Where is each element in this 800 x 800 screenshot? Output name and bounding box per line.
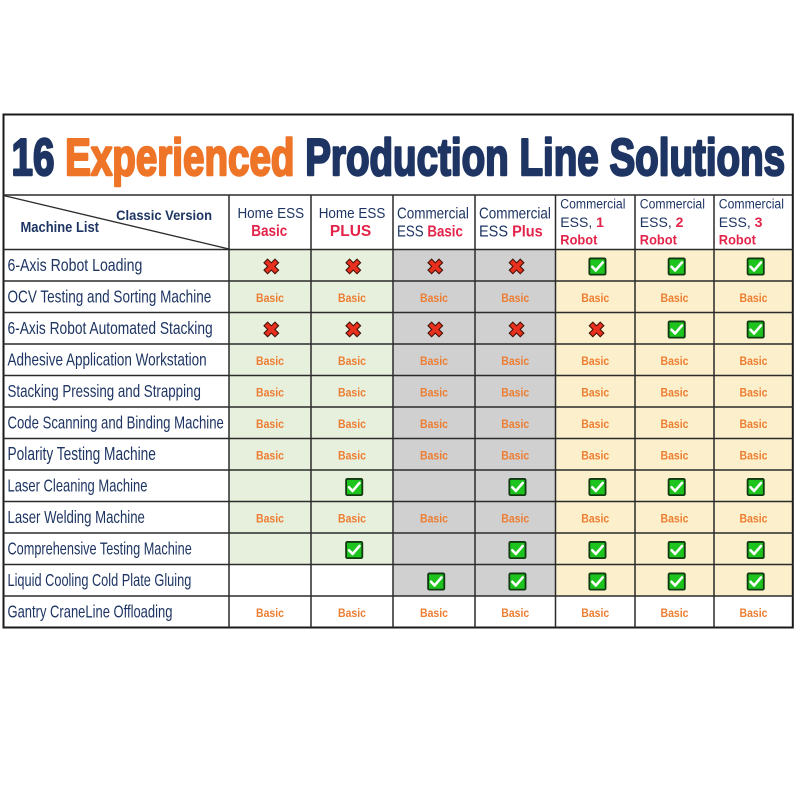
svg-text:Basic: Basic <box>338 355 367 368</box>
svg-text:Robot: Robot <box>560 232 598 248</box>
svg-text:Commercial: Commercial <box>560 196 625 212</box>
svg-text:Laser Cleaning Machine: Laser Cleaning Machine <box>8 477 148 497</box>
svg-text:Commercial: Commercial <box>479 206 551 223</box>
svg-text:Basic: Basic <box>661 292 690 305</box>
svg-text:Basic: Basic <box>581 450 610 463</box>
svg-text:Basic: Basic <box>256 418 285 431</box>
svg-text:Basic: Basic <box>581 387 610 400</box>
svg-text:Basic: Basic <box>581 292 610 305</box>
svg-text:Comprehensive Testing Machine: Comprehensive Testing Machine <box>8 539 192 559</box>
svg-text:Adhesive Application Workstati: Adhesive Application Workstation <box>8 351 207 370</box>
svg-text:Basic: Basic <box>338 513 367 526</box>
svg-text:Basic: Basic <box>256 450 285 463</box>
svg-text:Commercial: Commercial <box>719 196 784 212</box>
svg-text:Basic: Basic <box>256 355 285 368</box>
svg-text:6-Axis Robot Automated Stackin: 6-Axis Robot Automated Stacking <box>8 318 213 338</box>
svg-text:Laser Welding Machine: Laser Welding Machine <box>8 508 146 527</box>
svg-text:Stacking Pressing and Strappin: Stacking Pressing and Strapping <box>8 382 201 401</box>
svg-text:Basic: Basic <box>661 418 690 431</box>
svg-text:Basic: Basic <box>661 607 690 620</box>
svg-text:Commercial: Commercial <box>640 196 705 212</box>
svg-text:Basic: Basic <box>501 292 530 305</box>
svg-text:Robot: Robot <box>640 232 678 248</box>
svg-text:Basic: Basic <box>661 387 690 400</box>
svg-text:ESS, 2: ESS, 2 <box>640 214 684 230</box>
svg-text:Basic: Basic <box>256 607 285 620</box>
svg-text:Basic: Basic <box>581 355 610 368</box>
svg-text:Code Scanning and Binding Mach: Code Scanning and Binding Machine <box>8 414 225 433</box>
svg-text:Basic: Basic <box>501 607 530 620</box>
svg-text:Basic: Basic <box>740 450 769 463</box>
svg-text:Robot: Robot <box>719 232 757 248</box>
svg-text:Gantry CraneLine Offloading: Gantry CraneLine Offloading <box>8 603 173 623</box>
svg-text:Basic: Basic <box>581 607 610 620</box>
svg-text:Basic: Basic <box>420 607 449 620</box>
svg-text:Basic: Basic <box>501 513 530 526</box>
svg-text:ESS Basic: ESS Basic <box>397 224 463 241</box>
svg-text:Basic: Basic <box>338 387 367 400</box>
svg-text:Classic Version: Classic Version <box>116 208 212 224</box>
svg-text:Basic: Basic <box>251 223 287 240</box>
svg-text:Basic: Basic <box>581 418 610 431</box>
svg-text:Liquid Cooling Cold Plate Glui: Liquid Cooling Cold Plate Gluing <box>8 571 192 591</box>
svg-text:Machine List: Machine List <box>21 219 100 235</box>
svg-text:Basic: Basic <box>740 292 769 305</box>
svg-text:Basic: Basic <box>581 513 610 526</box>
svg-text:Basic: Basic <box>256 292 285 305</box>
svg-text:Basic: Basic <box>420 292 449 305</box>
svg-text:Basic: Basic <box>338 418 367 431</box>
svg-text:Basic: Basic <box>661 513 690 526</box>
svg-text:ESS, 1: ESS, 1 <box>560 214 604 230</box>
svg-text:Basic: Basic <box>740 607 769 620</box>
svg-text:Home ESS: Home ESS <box>237 205 304 221</box>
svg-text:6-Axis Robot Loading: 6-Axis Robot Loading <box>8 255 143 275</box>
svg-text:Basic: Basic <box>501 450 530 463</box>
svg-text:Basic: Basic <box>740 387 769 400</box>
svg-text:Basic: Basic <box>420 513 449 526</box>
svg-text:Basic: Basic <box>740 355 769 368</box>
svg-text:Basic: Basic <box>740 418 769 431</box>
svg-text:Basic: Basic <box>420 355 449 368</box>
svg-text:Home ESS: Home ESS <box>319 205 386 221</box>
svg-text:Basic: Basic <box>501 418 530 431</box>
svg-text:Basic: Basic <box>740 513 769 526</box>
svg-text:ESS Plus: ESS Plus <box>479 223 543 240</box>
svg-text:16 Experienced Production Line: 16 Experienced Production Line Solutions <box>12 128 786 186</box>
svg-text:Basic: Basic <box>338 450 367 463</box>
svg-text:Basic: Basic <box>256 387 285 400</box>
svg-text:Basic: Basic <box>420 450 449 463</box>
svg-text:Polarity Testing Machine: Polarity Testing Machine <box>8 445 156 464</box>
svg-text:Basic: Basic <box>256 513 285 526</box>
svg-text:Commercial: Commercial <box>397 206 469 223</box>
svg-text:Basic: Basic <box>661 355 690 368</box>
svg-text:Basic: Basic <box>501 355 530 368</box>
svg-text:ESS, 3: ESS, 3 <box>719 214 763 230</box>
svg-text:OCV Testing and Sorting Machin: OCV Testing and Sorting Machine <box>8 288 212 307</box>
svg-text:PLUS: PLUS <box>330 223 371 240</box>
svg-text:Basic: Basic <box>420 418 449 431</box>
svg-text:Basic: Basic <box>501 387 530 400</box>
svg-text:Basic: Basic <box>420 387 449 400</box>
svg-text:Basic: Basic <box>338 292 367 305</box>
svg-text:Basic: Basic <box>338 607 367 620</box>
svg-text:Basic: Basic <box>661 450 690 463</box>
